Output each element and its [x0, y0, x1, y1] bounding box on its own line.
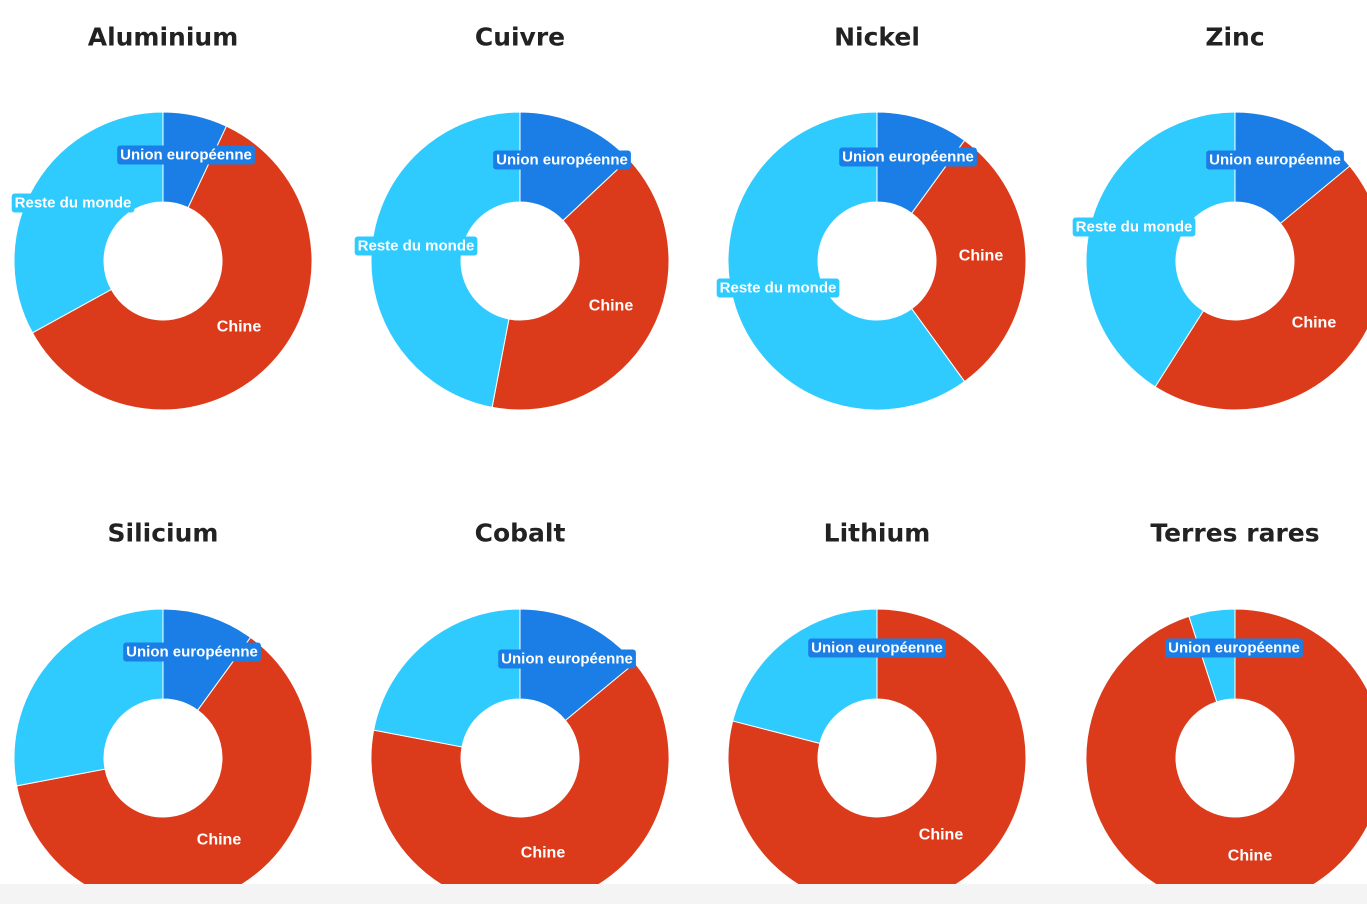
- nickel-donut-chart: Nickel Union européenne Chine Reste du mond…: [716, 23, 1027, 411]
- zinc-donut-chart: Zinc Union européenne Chine Reste du monde: [1072, 23, 1367, 411]
- nickel-slice-reste-du-monde: [727, 111, 966, 411]
- nickel-union-europeenne-label-box: [839, 147, 977, 167]
- cuivre-reste-du-monde-label-box: [354, 236, 478, 256]
- cuivre-reste-du-monde-label: Reste du monde: [358, 238, 475, 255]
- cuivre-union-europeenne-label-box: [493, 150, 631, 170]
- aluminium-slice-reste-du-monde: [13, 111, 164, 334]
- cobalt-slice-reste-du-monde: [373, 608, 521, 748]
- cuivre-slice-reste-du-monde: [370, 111, 521, 408]
- lithium-union-europeenne-label-box: [808, 638, 946, 658]
- aluminium-chine-label: Chine: [217, 319, 262, 336]
- zinc-slice-chine: [1154, 165, 1367, 411]
- zinc-chine-label: Chine: [1292, 315, 1337, 332]
- terres-rares-chine-label: Chine: [1228, 848, 1273, 865]
- terres-rares-union-europeenne-label-box: [1165, 638, 1303, 658]
- zinc-chart-title: Zinc: [1205, 23, 1264, 52]
- terres-rares-chart-title: Terres rares: [1150, 519, 1319, 548]
- aluminium-union-europeenne-label: Union européenne: [120, 147, 252, 164]
- bottom-strip: [0, 884, 1367, 904]
- lithium-chine-label: Chine: [919, 827, 964, 844]
- silicium-union-europeenne-label-box: [123, 642, 261, 662]
- nickel-reste-du-monde-label: Reste du monde: [720, 280, 837, 297]
- cuivre-union-europeenne-label: Union européenne: [496, 152, 628, 169]
- cobalt-donut-chart: Cobalt Union européenne Chine: [370, 519, 670, 904]
- cobalt-chine-label: Chine: [521, 845, 566, 862]
- silicium-union-europeenne-label: Union européenne: [126, 644, 258, 661]
- zinc-reste-du-monde-label: Reste du monde: [1076, 219, 1193, 236]
- cobalt-chart-title: Cobalt: [475, 519, 566, 548]
- terres-rares-union-europeenne-label: Union européenne: [1168, 640, 1300, 657]
- aluminium-union-europeenne-label-box: [117, 145, 255, 165]
- lithium-donut-chart: Lithium Union européenne Chine: [727, 519, 1027, 904]
- nickel-reste-du-monde-label-box: [716, 278, 840, 298]
- zinc-reste-du-monde-label-box: [1072, 217, 1196, 237]
- cobalt-union-europeenne-label: Union européenne: [501, 651, 633, 668]
- zinc-union-europeenne-label-box: [1206, 150, 1344, 170]
- cuivre-donut-chart: Cuivre Union européenne Chine Reste du mond…: [354, 23, 670, 411]
- nickel-slice-chine: [910, 139, 1027, 383]
- silicium-slice-chine: [16, 636, 313, 904]
- aluminium-reste-du-monde-label: Reste du monde: [15, 195, 132, 212]
- lithium-slice-chine: [727, 608, 1027, 904]
- silicium-donut-chart: Silicium Union européenne Chine: [13, 519, 313, 904]
- silicium-slice-reste-du-monde: [13, 608, 164, 787]
- nickel-chine-label: Chine: [959, 248, 1004, 265]
- terres-rares-slice-chine: [1085, 608, 1367, 904]
- nickel-chart-title: Nickel: [834, 23, 920, 52]
- nickel-union-europeenne-label: Union européenne: [842, 149, 974, 166]
- silicium-chine-label: Chine: [197, 832, 242, 849]
- cuivre-slice-chine: [491, 158, 670, 411]
- cobalt-union-europeenne-label-box: [498, 649, 636, 669]
- aluminium-chart-title: Aluminium: [88, 23, 239, 52]
- aluminium-donut-chart: Aluminium Union européenne Chine Reste du m…: [11, 23, 313, 411]
- aluminium-slice-chine: [31, 125, 313, 411]
- cuivre-chart-title: Cuivre: [475, 23, 565, 52]
- lithium-union-europeenne-label: Union européenne: [811, 640, 943, 657]
- cuivre-chine-label: Chine: [589, 298, 634, 315]
- lithium-chart-title: Lithium: [824, 519, 931, 548]
- terres-rares-donut-chart: Terres rares Union européenne Chine: [1085, 519, 1367, 904]
- lithium-slice-reste-du-monde: [732, 608, 878, 744]
- zinc-slice-reste-du-monde: [1085, 111, 1236, 388]
- cobalt-slice-chine: [370, 662, 670, 904]
- zinc-union-europeenne-label: Union européenne: [1209, 152, 1341, 169]
- aluminium-reste-du-monde-label-box: [11, 193, 135, 213]
- silicium-chart-title: Silicium: [108, 519, 219, 548]
